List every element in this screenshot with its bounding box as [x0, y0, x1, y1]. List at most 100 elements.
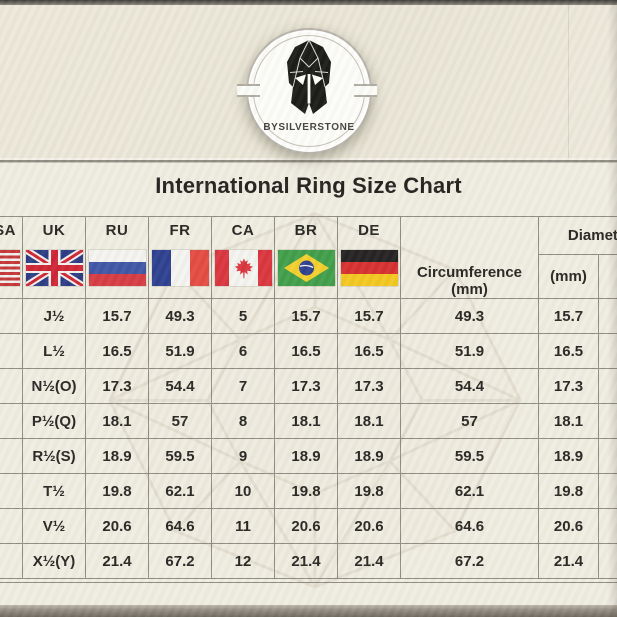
cell-ru: 16.5 [85, 333, 149, 369]
cell-br: 17.3 [274, 368, 338, 404]
cell-ca: 8 [211, 403, 275, 439]
cell-ru: 20.6 [85, 508, 149, 544]
cell-circumference: 49.3 [400, 298, 539, 334]
spartan-helmet-icon [287, 39, 331, 114]
cell-diameter-mm: 18.1 [538, 403, 599, 439]
cell-ca: 12 [211, 543, 275, 579]
russia-flag-icon [88, 250, 146, 286]
cell-fr: 54.4 [148, 368, 212, 404]
cell-fr: 64.6 [148, 508, 212, 544]
germany-flag-icon [340, 250, 398, 286]
cell-br: 19.8 [274, 473, 338, 509]
frame-top-edge [0, 0, 617, 5]
france-flag-icon [151, 250, 209, 286]
frame-bevel-line [568, 5, 569, 158]
usa-flag-icon [0, 250, 20, 286]
cell-ca: 6 [211, 333, 275, 369]
column-header-ca: CA [211, 216, 275, 299]
cell-uk: X½(Y) [22, 543, 86, 579]
cell-ca: 9 [211, 438, 275, 474]
table-row: V½ 20.6 64.6 11 20.6 20.6 64.6 20.6 0 [0, 508, 617, 544]
cell-circumference: 57 [400, 403, 539, 439]
cell-diameter-mm: 19.8 [538, 473, 599, 509]
chart-area: International Ring Size Chart USA UK [0, 165, 617, 617]
badge-notch-left [237, 84, 260, 97]
column-header-br: BR [274, 216, 338, 299]
cell-fr: 67.2 [148, 543, 212, 579]
brand-logo-text: BYSILVERSTONE [263, 122, 355, 133]
cell-de: 20.6 [337, 508, 401, 544]
brazil-flag-icon [277, 250, 335, 286]
column-header-fr: FR [148, 216, 212, 299]
country-code-ca: CA [231, 222, 255, 239]
cell-fr: 62.1 [148, 473, 212, 509]
cell-fr: 51.9 [148, 333, 212, 369]
cell-de: 21.4 [337, 543, 401, 579]
cell-br: 18.1 [274, 403, 338, 439]
cell-uk: J½ [22, 298, 86, 334]
cell-br: 16.5 [274, 333, 338, 369]
country-code-uk: UK [42, 222, 66, 239]
cell-diameter-mm: 17.3 [538, 368, 599, 404]
cell-fr: 57 [148, 403, 212, 439]
cell-circumference: 64.6 [400, 508, 539, 544]
cell-ca: 10 [211, 473, 275, 509]
cell-ca: 11 [211, 508, 275, 544]
cell-de: 19.8 [337, 473, 401, 509]
cell-us [0, 298, 23, 334]
frame-bottom-edge [0, 605, 617, 617]
cell-diameter-in: 0 [597, 543, 617, 579]
uk-flag-icon [25, 250, 83, 286]
table-row: J½ 15.7 49.3 5 15.7 15.7 49.3 15.7 0 [0, 298, 617, 334]
cell-br: 15.7 [274, 298, 338, 334]
frame-right-shade [608, 0, 617, 617]
country-code-fr: FR [169, 222, 191, 239]
cell-de: 15.7 [337, 298, 401, 334]
cell-ca: 5 [211, 298, 275, 334]
table-row: R½(S) 18.9 59.5 9 18.9 18.9 59.5 18.9 0 [0, 438, 617, 474]
cell-de: 18.1 [337, 403, 401, 439]
canada-flag-icon [214, 250, 272, 286]
cell-us [0, 508, 23, 544]
cell-uk: P½(Q) [22, 403, 86, 439]
cell-ru: 18.1 [85, 403, 149, 439]
cell-br: 20.6 [274, 508, 338, 544]
cell-ru: 17.3 [85, 368, 149, 404]
cell-diameter-mm: 21.4 [538, 543, 599, 579]
country-code-br: BR [294, 222, 318, 239]
table-bottom-double-line [0, 582, 617, 583]
cell-de: 18.9 [337, 438, 401, 474]
cell-diameter-mm: 20.6 [538, 508, 599, 544]
cell-diameter-mm: 16.5 [538, 333, 599, 369]
cell-us [0, 403, 23, 439]
cell-diameter-mm: 15.7 [538, 298, 599, 334]
cell-de: 17.3 [337, 368, 401, 404]
column-header-uk: UK [22, 216, 86, 299]
cell-ru: 19.8 [85, 473, 149, 509]
country-code-usa: USA [0, 222, 16, 239]
cell-uk: N½(O) [22, 368, 86, 404]
cell-diameter-mm: 18.9 [538, 438, 599, 474]
cell-circumference: 62.1 [400, 473, 539, 509]
brand-logo-badge: BYSILVERSTONE [246, 28, 372, 154]
cell-ru: 21.4 [85, 543, 149, 579]
country-code-ru: RU [105, 222, 129, 239]
cell-fr: 59.5 [148, 438, 212, 474]
cell-uk: T½ [22, 473, 86, 509]
column-header-diameter: Diameter [537, 216, 617, 255]
column-header-ru: RU [85, 216, 149, 299]
country-code-de: DE [358, 222, 380, 239]
table-row: X½(Y) 21.4 67.2 12 21.4 21.4 67.2 21.4 0 [0, 543, 617, 579]
table-row: L½ 16.5 51.9 6 16.5 16.5 51.9 16.5 0 [0, 333, 617, 369]
cell-fr: 49.3 [148, 298, 212, 334]
cell-ru: 15.7 [85, 298, 149, 334]
cell-us [0, 333, 23, 369]
cell-uk: R½(S) [22, 438, 86, 474]
cell-ru: 18.9 [85, 438, 149, 474]
cell-us [0, 368, 23, 404]
table-row: T½ 19.8 62.1 10 19.8 19.8 62.1 19.8 0 [0, 473, 617, 509]
table-row: P½(Q) 18.1 57 8 18.1 18.1 57 18.1 0 [0, 403, 617, 439]
badge-notch-right [354, 84, 377, 97]
cell-uk: L½ [22, 333, 86, 369]
